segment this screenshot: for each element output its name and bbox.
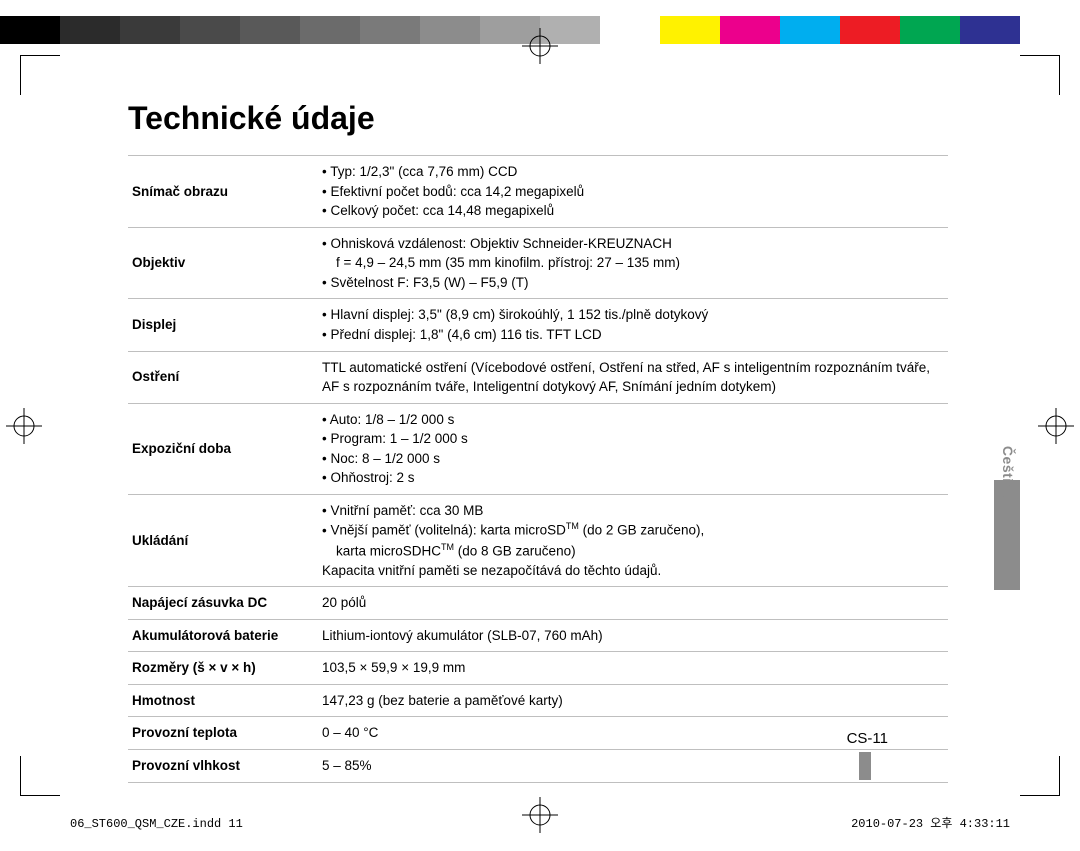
color-swatch bbox=[300, 16, 360, 44]
registration-mark-icon bbox=[1038, 408, 1074, 444]
table-row: Provozní vlhkost 5 – 85% bbox=[128, 749, 948, 782]
color-swatch bbox=[900, 16, 960, 44]
spec-label: Snímač obrazu bbox=[128, 156, 318, 228]
spec-value: Hlavní displej: 3,5" (8,9 cm) širokoúhlý… bbox=[318, 299, 948, 351]
spec-label: Hmotnost bbox=[128, 684, 318, 717]
table-row: Displej Hlavní displej: 3,5" (8,9 cm) ši… bbox=[128, 299, 948, 351]
page-number-marker bbox=[859, 752, 871, 780]
footer-filename: 06_ST600_QSM_CZE.indd 11 bbox=[70, 817, 243, 831]
color-swatch bbox=[60, 16, 120, 44]
spec-value: Lithium-iontový akumulátor (SLB-07, 760 … bbox=[318, 619, 948, 652]
crop-mark bbox=[1020, 55, 1060, 95]
color-swatch bbox=[0, 16, 60, 44]
table-row: Expoziční doba Auto: 1/8 – 1/2 000 s Pro… bbox=[128, 403, 948, 494]
page-title: Technické údaje bbox=[128, 100, 948, 137]
color-swatch bbox=[780, 16, 840, 44]
page-content: Technické údaje Snímač obrazu Typ: 1/2,3… bbox=[128, 100, 948, 783]
color-swatch bbox=[660, 16, 720, 44]
table-row: Napájecí zásuvka DC 20 pólů bbox=[128, 587, 948, 620]
crop-mark bbox=[20, 55, 60, 95]
spec-value: 20 pólů bbox=[318, 587, 948, 620]
table-row: Ukládání Vnitřní paměť: cca 30 MB Vnější… bbox=[128, 494, 948, 586]
spec-label: Akumulátorová baterie bbox=[128, 619, 318, 652]
crop-mark bbox=[20, 756, 60, 796]
spec-value: 5 – 85% bbox=[318, 749, 948, 782]
specifications-table: Snímač obrazu Typ: 1/2,3" (cca 7,76 mm) … bbox=[128, 155, 948, 783]
spec-label: Rozměry (š × v × h) bbox=[128, 652, 318, 685]
color-swatch bbox=[240, 16, 300, 44]
table-row: Hmotnost 147,23 g (bez baterie a paměťov… bbox=[128, 684, 948, 717]
crop-mark bbox=[1020, 756, 1060, 796]
color-swatch bbox=[840, 16, 900, 44]
language-label: Čeština bbox=[1000, 446, 1016, 500]
spec-value: 103,5 × 59,9 × 19,9 mm bbox=[318, 652, 948, 685]
table-row: Snímač obrazu Typ: 1/2,3" (cca 7,76 mm) … bbox=[128, 156, 948, 228]
table-row: Ostření TTL automatické ostření (Vícebod… bbox=[128, 351, 948, 403]
spec-label: Provozní vlhkost bbox=[128, 749, 318, 782]
spec-label: Napájecí zásuvka DC bbox=[128, 587, 318, 620]
color-swatch bbox=[120, 16, 180, 44]
footer-timestamp: 2010-07-23 오후 4:33:11 bbox=[851, 814, 1010, 831]
table-row: Provozní teplota 0 – 40 °C bbox=[128, 717, 948, 750]
spec-value: TTL automatické ostření (Vícebodové ostř… bbox=[318, 351, 948, 403]
spec-value: 147,23 g (bez baterie a paměťové karty) bbox=[318, 684, 948, 717]
table-row: Rozměry (š × v × h) 103,5 × 59,9 × 19,9 … bbox=[128, 652, 948, 685]
color-swatch bbox=[600, 16, 660, 44]
table-row: Akumulátorová baterie Lithium-iontový ak… bbox=[128, 619, 948, 652]
spec-value: Auto: 1/8 – 1/2 000 s Program: 1 – 1/2 0… bbox=[318, 403, 948, 494]
spec-label: Expoziční doba bbox=[128, 403, 318, 494]
color-swatch bbox=[720, 16, 780, 44]
table-row: Objektiv Ohnisková vzdálenost: Objektiv … bbox=[128, 227, 948, 299]
spec-label: Provozní teplota bbox=[128, 717, 318, 750]
color-swatch bbox=[180, 16, 240, 44]
spec-label: Ukládání bbox=[128, 494, 318, 586]
spec-value: Ohnisková vzdálenost: Objektiv Schneider… bbox=[318, 227, 948, 299]
spec-label: Displej bbox=[128, 299, 318, 351]
spec-value: Typ: 1/2,3" (cca 7,76 mm) CCD Efektivní … bbox=[318, 156, 948, 228]
spec-note: Kapacita vnitřní paměti se nezapočítává … bbox=[322, 561, 940, 581]
color-swatch bbox=[420, 16, 480, 44]
spec-label: Ostření bbox=[128, 351, 318, 403]
color-swatch bbox=[360, 16, 420, 44]
spec-value: Vnitřní paměť: cca 30 MB Vnější paměť (v… bbox=[318, 494, 948, 586]
page-number: CS-11 bbox=[847, 730, 888, 747]
color-swatch bbox=[960, 16, 1020, 44]
color-swatch bbox=[1020, 16, 1080, 44]
registration-mark-icon bbox=[6, 408, 42, 444]
registration-mark-icon bbox=[522, 28, 558, 64]
registration-mark-icon bbox=[522, 797, 558, 833]
spec-label: Objektiv bbox=[128, 227, 318, 299]
